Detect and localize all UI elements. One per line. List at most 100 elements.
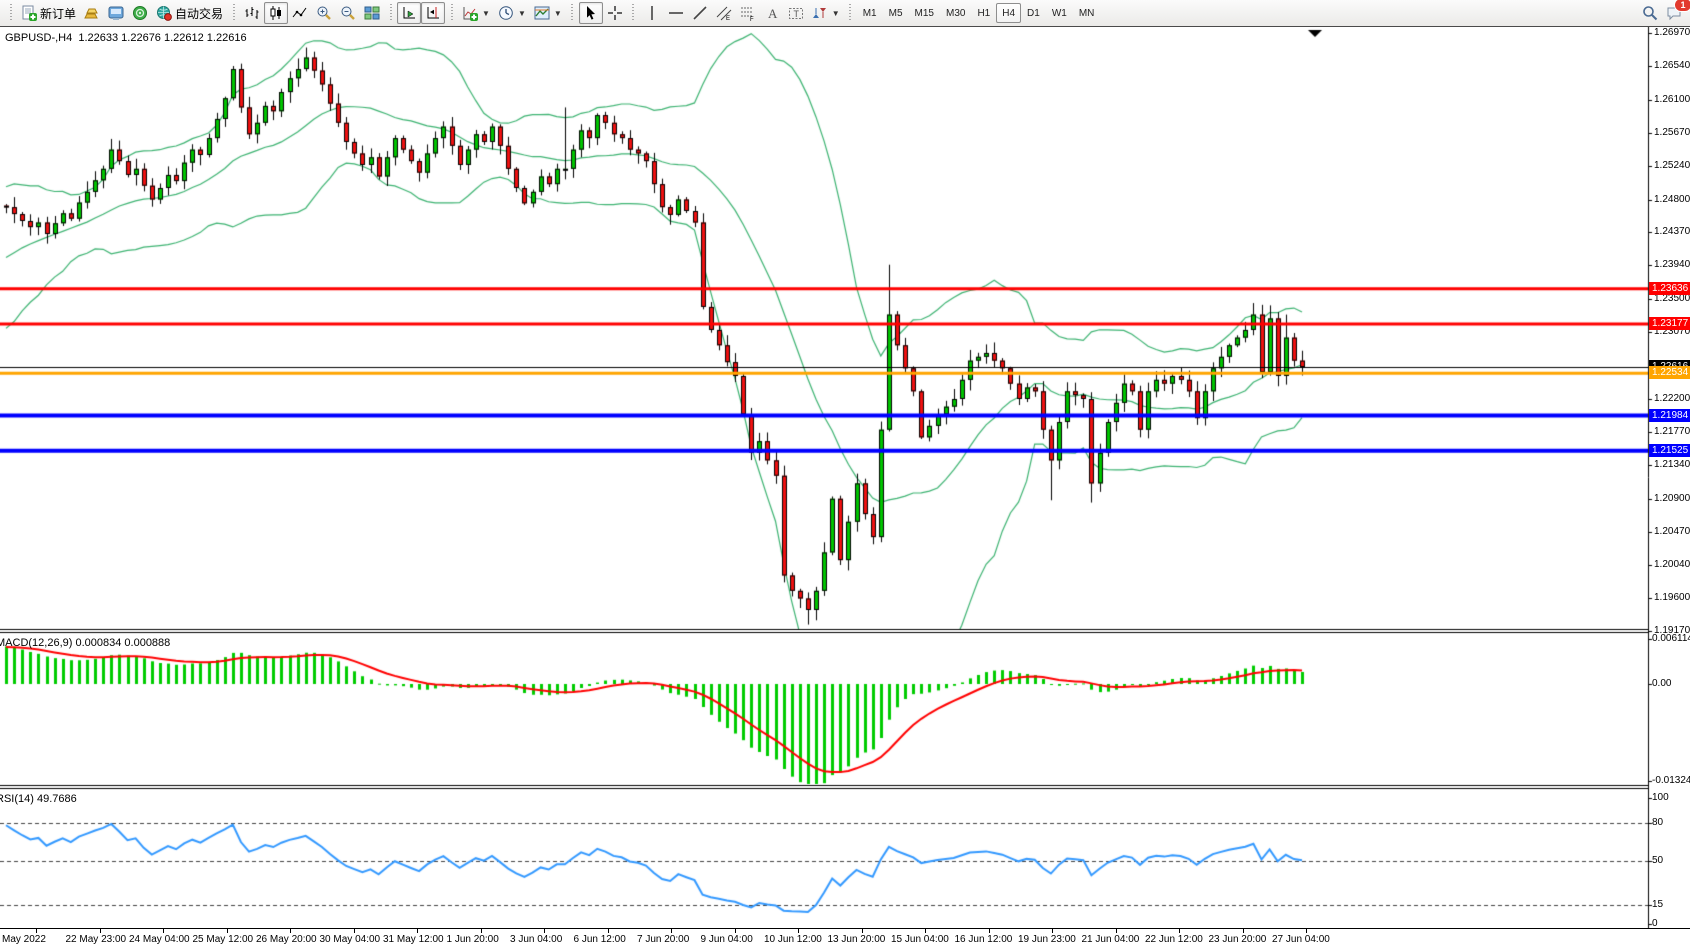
svg-text:A: A	[768, 6, 778, 21]
chevron-down-icon: ▼	[482, 8, 490, 18]
new-order-label: 新订单	[40, 6, 77, 21]
horizontal-line-icon	[668, 5, 684, 21]
date-tick-mark	[353, 929, 355, 933]
toolbar-grip[interactable]	[568, 4, 576, 22]
date-tick-label: 16 Jun 12:00	[954, 934, 1013, 945]
candlestick-chart-button[interactable]	[264, 2, 289, 24]
toolbar-grip[interactable]	[387, 4, 395, 22]
date-axis[interactable]: May 2022 22 May 23:00 24 May 04:00 25 May 1…	[0, 928, 1690, 949]
notification-badge[interactable]: 1	[1674, 0, 1690, 12]
toolbar-grip[interactable]	[448, 4, 456, 22]
timeframe-button-mn[interactable]: MN	[1073, 3, 1101, 23]
candlestick-chart-icon	[268, 5, 284, 21]
autotrading-label: 自动交易	[175, 6, 224, 21]
timeframe-button-d1[interactable]: D1	[1021, 3, 1046, 23]
timeframe-button-h1[interactable]: H1	[971, 3, 996, 23]
tile-windows-icon	[364, 5, 380, 21]
signals-button[interactable]	[128, 2, 152, 24]
timeframe-button-m15[interactable]: M15	[909, 3, 940, 23]
date-tick-mark	[290, 929, 291, 933]
fibonacci-button[interactable]: F	[736, 2, 760, 24]
terminal-button[interactable]	[104, 2, 128, 24]
crosshair-button[interactable]	[603, 2, 627, 24]
zoom-in-button[interactable]	[312, 2, 336, 24]
toolbar-grip[interactable]	[7, 4, 14, 22]
chart-shift-icon	[425, 5, 441, 21]
text-label-button[interactable]: T	[784, 2, 808, 24]
svg-text:T: T	[793, 9, 799, 19]
text-label-icon: T	[788, 5, 804, 21]
date-tick-label: 30 May 04:00	[319, 934, 381, 945]
date-tick-mark	[1052, 929, 1053, 933]
auto-scroll-button[interactable]	[397, 2, 422, 24]
search-button[interactable]	[1638, 2, 1662, 24]
zoom-out-icon	[340, 5, 356, 21]
signals-icon	[132, 5, 148, 21]
vertical-line-button[interactable]	[640, 2, 664, 24]
cursor-icon	[583, 5, 599, 21]
periods-button[interactable]: ▼	[494, 2, 530, 24]
timeframe-button-m30[interactable]: M30	[940, 3, 971, 23]
timeframe-button-m5[interactable]: M5	[883, 3, 909, 23]
date-tick-mark	[36, 929, 37, 933]
chevron-down-icon: ▼	[553, 8, 562, 18]
horizontal-line-button[interactable]	[664, 2, 688, 24]
trendline-button[interactable]	[688, 2, 712, 24]
date-tick-mark	[1306, 929, 1307, 933]
date-tick-mark	[988, 929, 990, 933]
templates-button[interactable]: ▼	[530, 2, 566, 24]
date-tick-mark	[1179, 929, 1180, 933]
crosshair-icon	[607, 5, 623, 21]
timeframe-button-m1[interactable]: M1	[857, 3, 883, 23]
autotrading-button[interactable]: 自动交易	[152, 2, 227, 24]
svg-text:E: E	[726, 16, 730, 21]
toolbar-grip[interactable]	[846, 4, 854, 22]
zoom-out-button[interactable]	[336, 2, 360, 24]
date-tick-mark	[671, 929, 672, 933]
text-button[interactable]: A	[760, 2, 784, 24]
date-tick-label: 19 Jun 23:00	[1018, 934, 1076, 945]
toolbar-grip[interactable]	[629, 4, 637, 22]
date-tick-label: 10 Jun 12:00	[764, 934, 822, 945]
arrows-icon	[812, 5, 828, 21]
search-icon	[1642, 5, 1658, 21]
chart-shift-button[interactable]	[421, 2, 446, 24]
channel-button[interactable]: E	[712, 2, 736, 24]
date-tick-mark	[734, 929, 736, 933]
toolbar: 新订单 自动交易	[0, 0, 1690, 27]
gold-icon	[84, 5, 100, 21]
date-tick-mark	[226, 929, 228, 933]
new-order-button[interactable]: 新订单	[17, 2, 80, 24]
fibonacci-icon: F	[740, 5, 756, 23]
timeframe-group: M1 M5 M15 M30 H1 H4 D1 W1 MN	[857, 3, 1101, 24]
indicators-button[interactable]: ▼	[458, 2, 494, 24]
date-tick-label: 22 May 23:00	[65, 934, 127, 945]
date-tick-label: 3 Jun 04:00	[510, 934, 563, 945]
equidistant-channel-icon: E	[716, 5, 732, 22]
line-chart-button[interactable]	[288, 2, 312, 24]
date-tick-label: 23 Jun 20:00	[1208, 934, 1267, 945]
cursor-button[interactable]	[578, 2, 603, 24]
arrows-button[interactable]: ▼	[808, 2, 844, 24]
timeframe-button-w1[interactable]: W1	[1046, 3, 1073, 23]
svg-text:F: F	[750, 17, 754, 21]
date-tick-mark	[1242, 929, 1244, 933]
bar-chart-icon	[244, 5, 260, 21]
toolbar-grip[interactable]	[230, 4, 238, 22]
chart-canvas[interactable]	[0, 27, 1690, 928]
date-tick-label: 1 Jun 20:00	[446, 934, 499, 945]
line-chart-icon	[292, 5, 308, 21]
text-icon: A	[764, 5, 780, 21]
market-watch-button[interactable]	[80, 2, 104, 24]
date-tick-label: 22 Jun 12:00	[1145, 934, 1203, 945]
date-tick-mark	[99, 929, 101, 933]
bar-chart-button[interactable]	[240, 2, 264, 24]
date-tick-label: 15 Jun 04:00	[891, 934, 949, 945]
timeframe-button-h4[interactable]: H4	[996, 3, 1022, 24]
terminal-icon	[108, 5, 124, 21]
chart-window: GBPUSD-,H4 1.22633 1.22676 1.22612 1.226…	[0, 27, 1690, 929]
date-tick-label: 21 Jun 04:00	[1081, 934, 1140, 945]
zoom-in-icon	[316, 5, 332, 21]
tile-windows-button[interactable]	[360, 2, 384, 24]
indicators-icon	[462, 5, 479, 21]
